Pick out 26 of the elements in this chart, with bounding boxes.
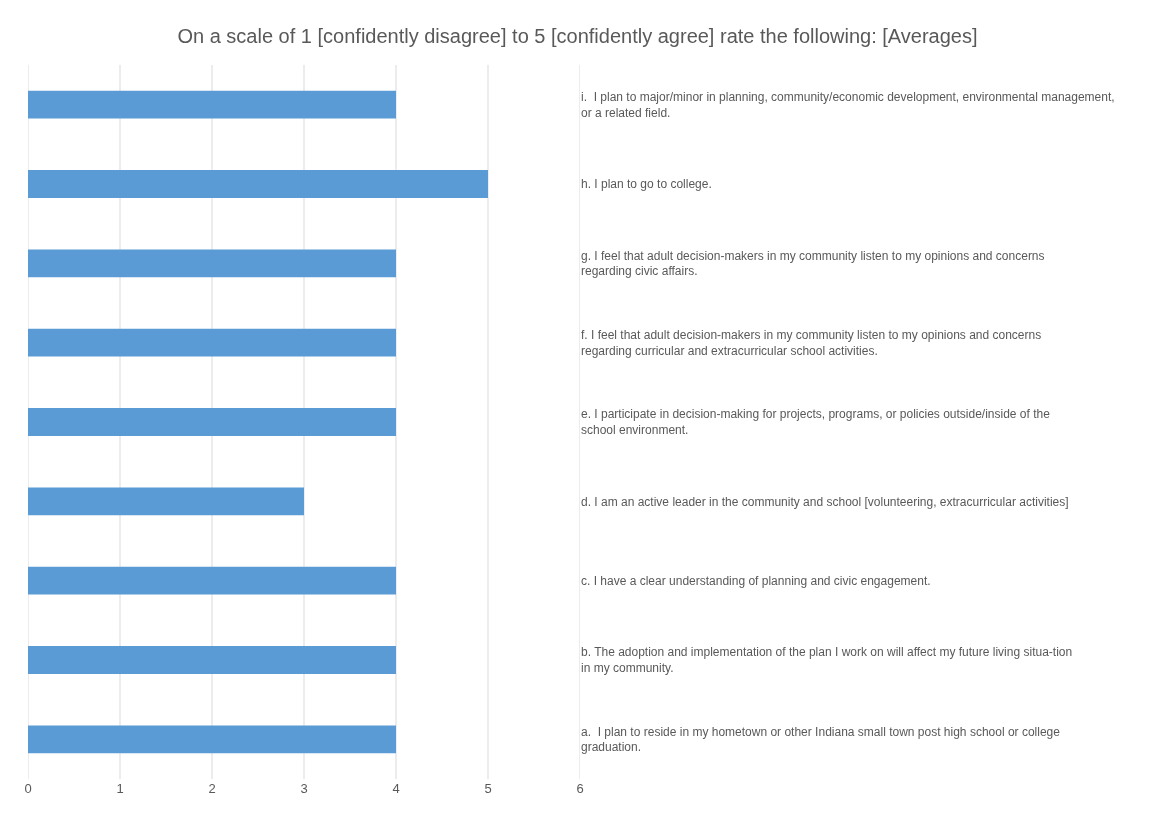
- y-tick-label: f. I feel that adult decision-makers in my community listen to my opinions and concerns regarding curricular and extracurricular school activities.: [581, 328, 1042, 358]
- x-tick-label: 6: [576, 781, 584, 796]
- y-tick-label: b. The adoption and implementation of the plan I work on will affect my future living situa-tion in my community.: [581, 645, 1073, 675]
- bar: [28, 566, 396, 595]
- x-tick-label: 5: [484, 781, 492, 796]
- y-tick-label: h. I plan to go to college.: [581, 177, 712, 192]
- bar: [28, 725, 396, 754]
- y-tick-label: a. I plan to reside in my hometown or other Indiana small town post high school or college graduation.: [581, 724, 1061, 755]
- x-tick-label: 4: [392, 781, 400, 796]
- bar: [28, 328, 396, 357]
- y-tick-label: e. I participate in decision-making for projects, programs, or policies outside/inside of the school environment.: [581, 407, 1051, 437]
- y-tick-label: i. I plan to major/minor in planning, community/economic development, environmental management, or a related field.: [581, 90, 1115, 120]
- bar: [28, 170, 488, 198]
- bar: [28, 249, 396, 278]
- chart-title: On a scale of 1 [confidently disagree] to 5 [confidently agree] rate the following: [Averages]: [177, 24, 978, 47]
- y-tick-label: d. I am an active leader in the community and school [volunteering, extracurricular activities]: [581, 494, 1069, 509]
- bar: [28, 487, 304, 516]
- y-tick-label: g. I feel that adult decision-makers in my community listen to my opinions and concerns regarding civic affairs.: [581, 248, 1045, 279]
- bar: [28, 90, 396, 119]
- x-tick-label: 2: [208, 781, 216, 796]
- y-tick-label: c. I have a clear understanding of planning and civic engagement.: [581, 573, 931, 588]
- x-tick-label: 0: [24, 781, 32, 796]
- bar: [28, 646, 396, 674]
- x-tick-label: 3: [300, 781, 308, 796]
- bar: [28, 408, 396, 436]
- x-tick-label: 1: [116, 781, 124, 796]
